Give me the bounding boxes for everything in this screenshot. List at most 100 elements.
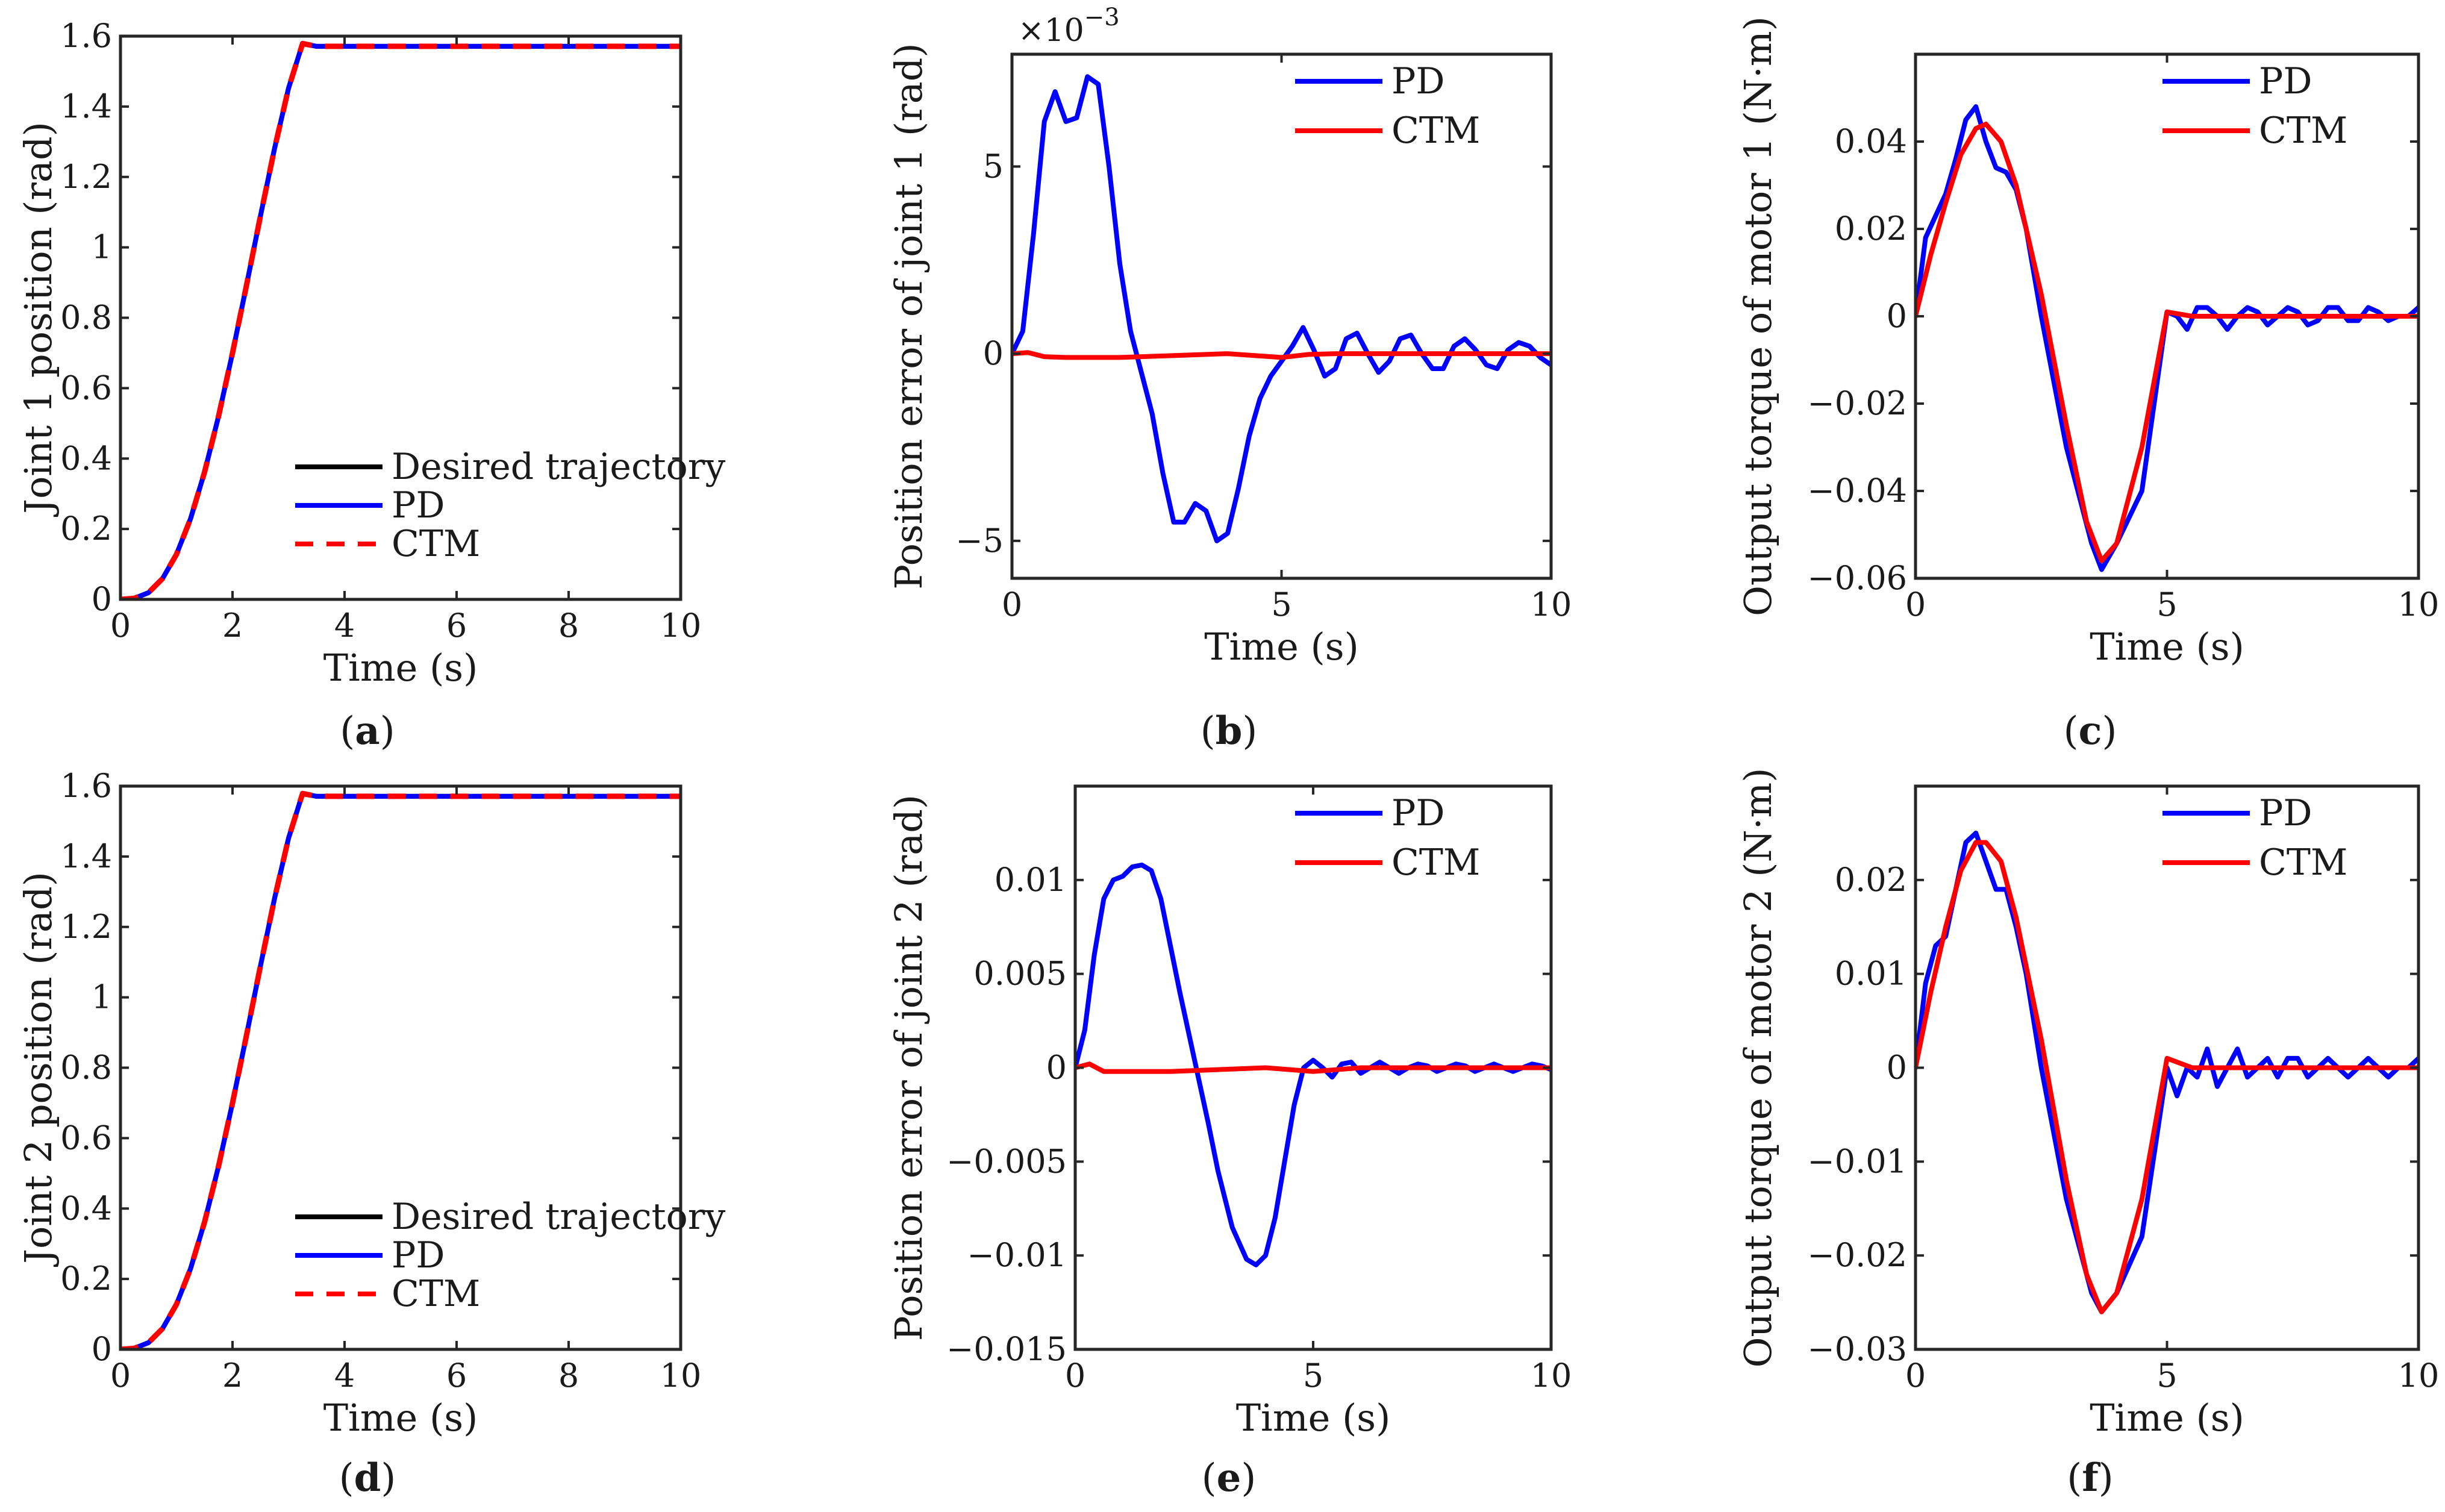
y-tick-label: −0.015: [946, 1330, 1067, 1368]
y-tick-label: 0.04: [1835, 122, 1907, 160]
legend-label: PD: [2259, 60, 2312, 102]
chart-panel-d: 0 2 4 6 8 10 0 0.2 0.4 0.6 0.8 1 1.2 1.4 1.6 Time (s) Jo…: [16, 767, 725, 1501]
legend-label: CTM: [392, 523, 480, 565]
legend-label: CTM: [2259, 842, 2347, 884]
y-tick-label: −0.005: [946, 1142, 1067, 1180]
panel-label-e: (e): [1202, 1455, 1257, 1501]
y-tick-label: 0.01: [1835, 955, 1907, 993]
x-axis-label: Time (s): [323, 646, 478, 690]
x-tick-label: 5: [1271, 586, 1291, 623]
panel-label-f: (f): [2067, 1455, 2113, 1501]
panel-label-close: ): [2102, 709, 2117, 754]
panel-label-letter: b: [1216, 708, 1243, 754]
panel-label-b: (b): [1201, 708, 1258, 754]
x-axis-label: Time (s): [323, 1396, 478, 1440]
y-tick-label: 0.005: [973, 955, 1067, 993]
y-tick-label: 0: [1046, 1049, 1067, 1087]
axis-exponent: ×10−3: [1018, 4, 1120, 49]
y-axis-label: Joint 1 position (rad): [16, 122, 60, 517]
series-line-pd: [1916, 104, 2418, 572]
x-tick-label: 2: [222, 607, 243, 645]
x-tick-label: 6: [446, 607, 467, 645]
y-axis-label: Position error of joint 2 (rad): [887, 795, 931, 1341]
chart-panel-b: 0 5 10 −5 0 5 ×10−3 Time (s) Position error of j…: [887, 4, 1572, 754]
panel-label-letter: c: [2079, 708, 2102, 754]
panel-label-d: (d): [339, 1455, 396, 1501]
panel-label-open: (: [1202, 1456, 1217, 1501]
y-tick-label: 0.8: [60, 299, 112, 337]
legend-label: CTM: [392, 1273, 480, 1315]
x-tick-label: 10: [1531, 1357, 1572, 1395]
x-tick-label: 10: [2398, 586, 2440, 623]
panel-label-c: (c): [2064, 708, 2117, 754]
legend-label: Desired trajectory: [392, 1196, 725, 1238]
legend: PD CTM: [2162, 60, 2347, 152]
legend-label: PD: [2259, 792, 2312, 834]
legend: PD CTM: [2162, 792, 2347, 884]
panel-label-close: ): [380, 709, 395, 754]
y-tick-label: −0.04: [1808, 472, 1907, 510]
y-axis-label: Output torque of motor 2 (N·m): [1736, 768, 1780, 1368]
panel-label-open: (: [2064, 709, 2079, 754]
y-tick-label: 0: [983, 334, 1004, 372]
y-tick-label: 1: [92, 978, 112, 1016]
x-tick-label: 0: [110, 1357, 131, 1395]
x-tick-label: 8: [558, 607, 579, 645]
panel-label-letter: d: [354, 1455, 381, 1501]
x-tick-label: 10: [2398, 1357, 2440, 1395]
y-tick-label: 1.2: [60, 908, 112, 946]
y-tick-label: 0.2: [60, 510, 112, 548]
y-tick-label: 1.6: [60, 767, 112, 805]
y-tick-label: 0.6: [60, 369, 112, 407]
axis-exponent-power: −3: [1084, 4, 1120, 31]
y-tick-label: 5: [983, 147, 1004, 185]
y-tick-label: −0.01: [1808, 1142, 1907, 1180]
panel-label-close: ): [2099, 1456, 2114, 1501]
y-tick-label: 1.2: [60, 158, 112, 196]
panel-label-close: ): [1242, 709, 1257, 754]
x-tick-label: 5: [2156, 1357, 2177, 1395]
x-axis-label: Time (s): [1236, 1396, 1391, 1440]
series-line-pd: [1916, 830, 2418, 1314]
series-line-pd: [1012, 74, 1551, 543]
x-tick-label: 6: [446, 1357, 467, 1395]
series-line-ctm: [1916, 840, 2418, 1314]
y-tick-label: 0.01: [995, 861, 1067, 899]
panel-label-close: ): [381, 1456, 396, 1501]
series-line-ctm: [120, 790, 681, 1349]
x-tick-label: 5: [2156, 586, 2177, 623]
y-tick-label: 1.4: [60, 837, 112, 875]
y-axis-label: Output torque of motor 1 (N·m): [1736, 16, 1780, 616]
legend-label: PD: [392, 1234, 445, 1276]
x-axis-label: Time (s): [2090, 625, 2244, 669]
legend-label: PD: [1391, 60, 1444, 102]
y-tick-label: −0.06: [1808, 559, 1907, 597]
chart-panel-c: 0 5 10 −0.06 −0.04 −0.02 0 0.02 0.04 Time (s) Outp…: [1736, 16, 2439, 754]
series-line-ctm: [1916, 122, 2418, 563]
y-tick-label: 0.6: [60, 1119, 112, 1157]
y-tick-label: 0: [92, 1330, 112, 1368]
y-tick-label: 0.4: [60, 439, 112, 477]
x-tick-label: 10: [660, 1357, 702, 1395]
legend-label: CTM: [2259, 110, 2347, 152]
y-tick-label: 0: [1887, 1049, 1907, 1087]
legend-label: PD: [392, 484, 445, 526]
series-line-ctm: [120, 40, 681, 599]
x-tick-label: 0: [1065, 1357, 1085, 1395]
series-line-pd: [1075, 862, 1551, 1267]
x-tick-label: 0: [1002, 586, 1022, 623]
y-axis-label: Joint 2 position (rad): [16, 872, 60, 1267]
x-tick-label: 10: [660, 607, 702, 645]
x-tick-label: 0: [1905, 1357, 1926, 1395]
legend-label: Desired trajectory: [392, 446, 725, 488]
legend-label: PD: [1391, 792, 1444, 834]
chart-panel-a: 0 2 4 6 8 10 0 0.2 0.4 0.6 0.8 1 1.2 1.4 1.6 Time (s) Jo…: [16, 17, 725, 754]
panel-label-a: (a): [340, 708, 395, 754]
panel-label-letter: a: [355, 708, 379, 754]
legend-label: CTM: [1391, 110, 1480, 152]
y-tick-label: −0.03: [1808, 1330, 1907, 1368]
panel-label-letter: e: [1217, 1455, 1241, 1501]
panel-label-open: (: [1201, 709, 1216, 754]
